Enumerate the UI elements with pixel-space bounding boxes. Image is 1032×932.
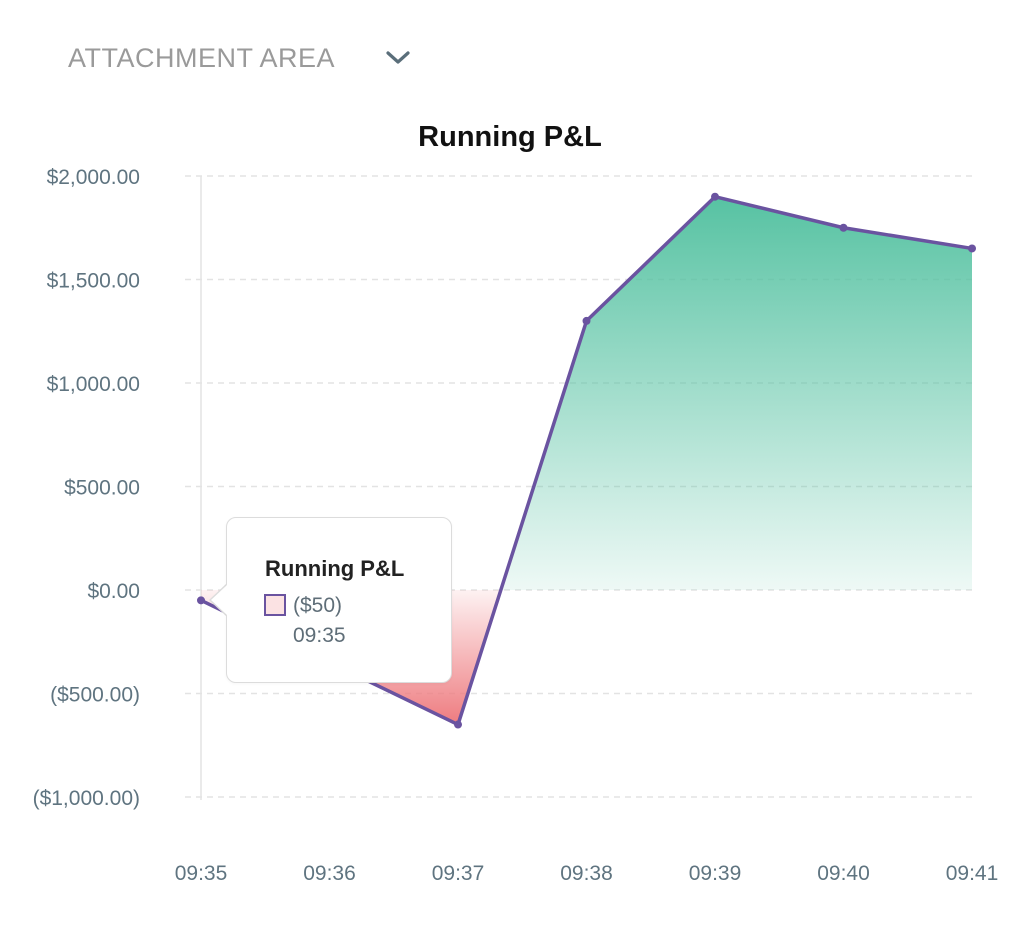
x-axis-ticks: 09:35 09:36 09:37 09:38 09:39 09:40 09:41 — [175, 862, 999, 885]
y-tick-label: $0.00 — [87, 580, 140, 603]
x-tick-label: 09:40 — [817, 862, 870, 885]
x-tick-label: 09:39 — [689, 862, 742, 885]
tooltip-time: 09:35 — [293, 624, 346, 647]
tooltip-value: ($50) — [293, 594, 343, 617]
chart-title: Running P&L — [418, 121, 602, 153]
attachment-area-header[interactable]: ATTACHMENT AREA — [68, 38, 411, 78]
tooltip-arrow-inner — [211, 585, 227, 615]
data-point — [711, 192, 719, 201]
y-tick-label: ($500.00) — [50, 684, 140, 707]
data-point — [197, 596, 205, 605]
data-point — [454, 720, 462, 729]
data-point — [839, 223, 848, 232]
y-tick-label: $500.00 — [64, 477, 140, 500]
y-tick-label: $2,000.00 — [47, 166, 140, 189]
x-tick-label: 09:38 — [560, 862, 613, 885]
x-tick-label: 09:35 — [175, 862, 228, 885]
y-tick-label: ($1,000.00) — [33, 787, 140, 810]
y-axis-ticks: $2,000.00 $1,500.00 $1,000.00 $500.00 $0.00 (… — [33, 166, 140, 810]
data-point — [582, 316, 591, 325]
y-tick-label: $1,500.00 — [47, 270, 140, 293]
y-tick-label: $1,000.00 — [47, 373, 140, 396]
x-tick-label: 09:41 — [946, 862, 999, 885]
attachment-area-title: ATTACHMENT AREA — [68, 42, 336, 73]
tooltip-swatch — [264, 594, 286, 616]
data-point — [968, 244, 976, 253]
x-tick-label: 09:36 — [303, 862, 356, 885]
x-tick-label: 09:37 — [432, 862, 485, 885]
chart-tooltip: Running P&L ($50) 09:35 — [226, 517, 452, 683]
positive-area — [500, 196, 972, 590]
chevron-down-icon[interactable] — [385, 50, 411, 66]
tooltip-title: Running P&L — [265, 556, 405, 581]
